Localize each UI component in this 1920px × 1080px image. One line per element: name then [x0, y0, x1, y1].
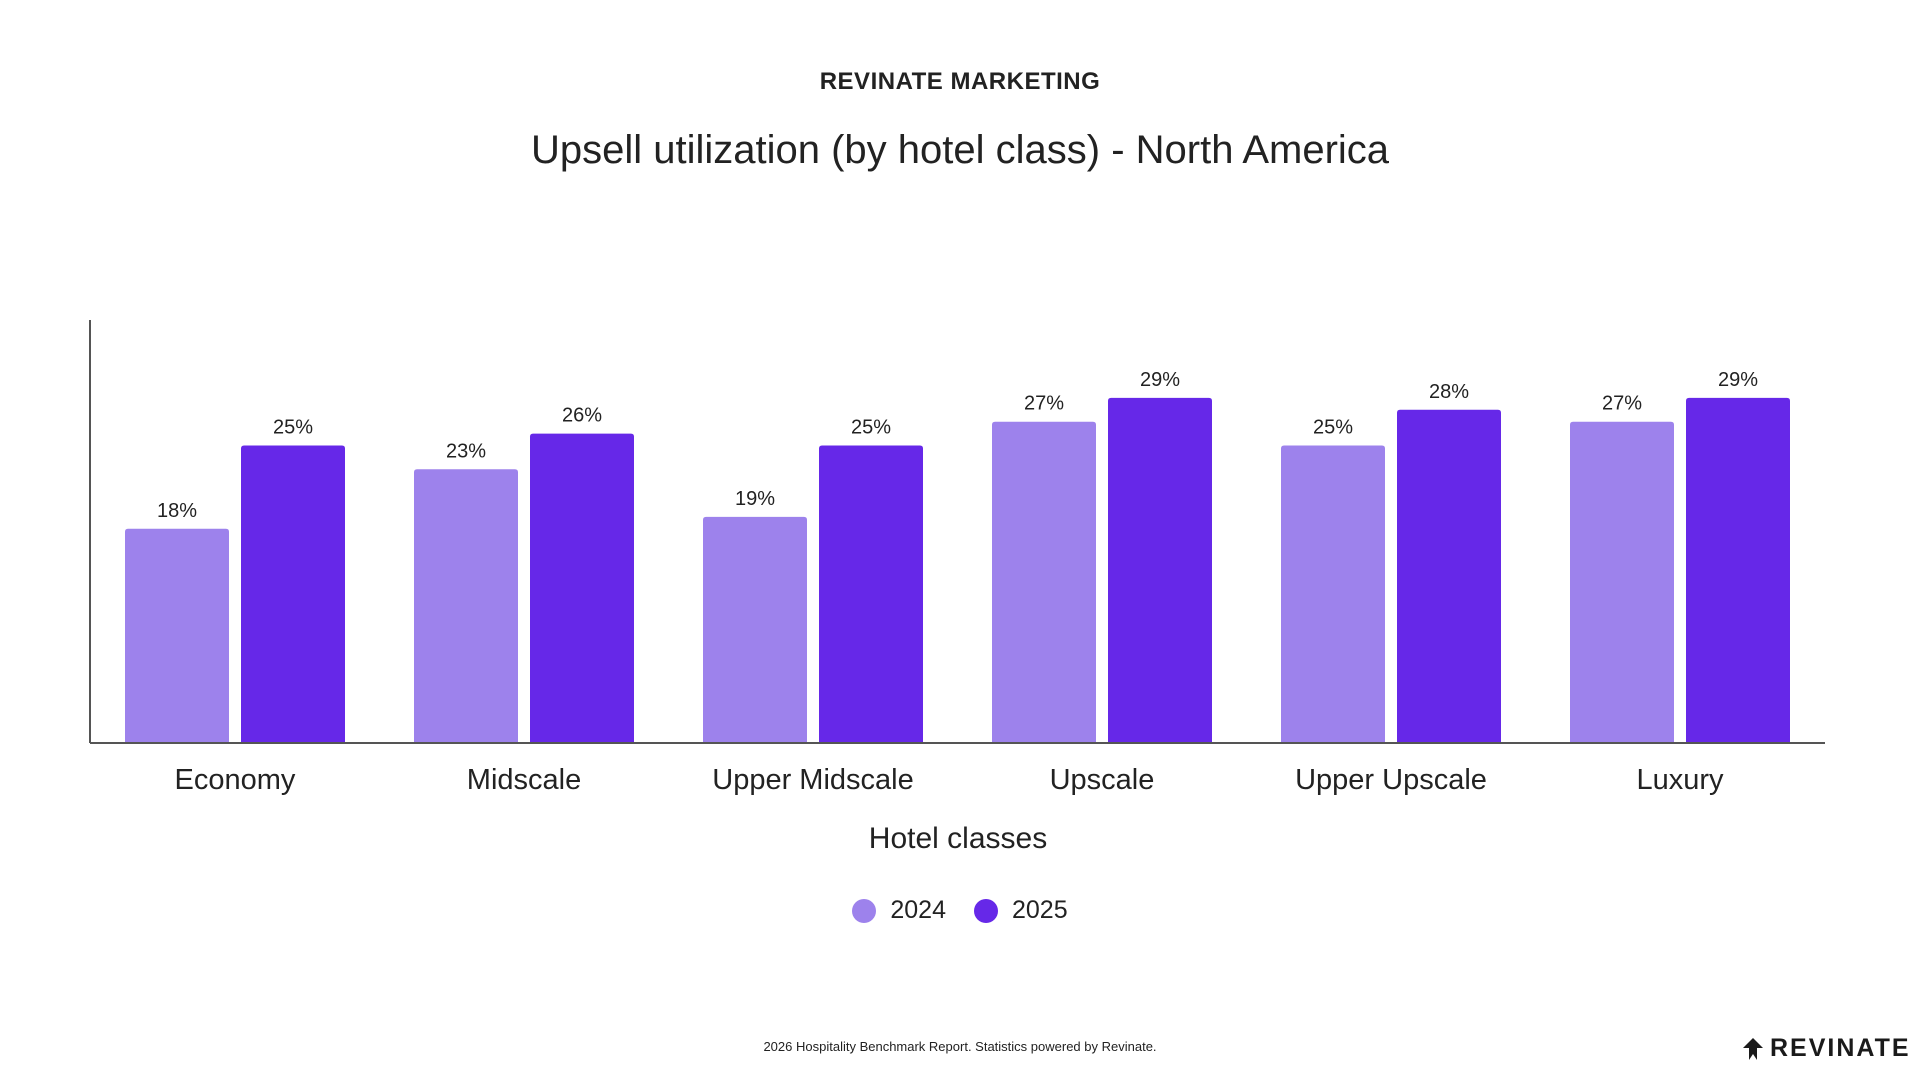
legend-swatch-2025: [974, 898, 998, 923]
bar-upper-midscale-2024[interactable]: [703, 516, 807, 743]
value-label-economy-2024: 18%: [157, 500, 197, 522]
legend: 2024 2025: [0, 896, 1920, 925]
bar-upscale-2024[interactable]: [992, 421, 1096, 743]
value-label-upscale-2024: 27%: [1024, 393, 1064, 415]
value-label-luxury-2024: 27%: [1602, 393, 1642, 415]
chart-title: Upsell utilization (by hotel class) - No…: [530, 128, 1390, 172]
bar-economy-2024[interactable]: [125, 528, 229, 743]
legend-label-2024: 2024: [890, 896, 946, 924]
value-labels-layer: 18% 25% 23% 26% 19% 25% 27% 29% 25% 28% 27% 29%: [157, 369, 1758, 522]
value-label-upper-upscale-2024: 25%: [1313, 417, 1353, 439]
revinate-logo[interactable]: REVINATE: [1742, 1034, 1911, 1063]
bar-upscale-2025[interactable]: [1108, 397, 1212, 743]
value-label-upper-midscale-2025: 25%: [851, 417, 891, 439]
bar-upper-upscale-2025[interactable]: [1397, 409, 1501, 743]
category-tick-upper-upscale: Upper Upscale: [1295, 764, 1487, 796]
footer-note: 2026 Hospitality Benchmark Report. Stati…: [763, 1039, 1157, 1054]
bars-layer: [125, 397, 1790, 744]
axes-layer: [89, 320, 1825, 744]
bar-upper-upscale-2024[interactable]: [1281, 445, 1385, 744]
category-tick-upper-midscale: Upper Midscale: [712, 764, 913, 796]
value-label-midscale-2025: 26%: [562, 405, 602, 427]
bar-upper-midscale-2025[interactable]: [819, 445, 923, 744]
value-label-luxury-2025: 29%: [1718, 369, 1758, 391]
value-label-midscale-2024: 23%: [446, 440, 486, 462]
x-axis-label: Hotel classes: [869, 822, 1047, 855]
bar-midscale-2025[interactable]: [530, 433, 634, 743]
revinate-logo-icon: [1743, 1037, 1763, 1060]
legend-label-2025: 2025: [1012, 896, 1068, 924]
value-label-upscale-2025: 29%: [1140, 369, 1180, 391]
bar-economy-2025[interactable]: [241, 445, 345, 744]
category-ticks-layer: Economy Midscale Upper Midscale Upscale Uppe…: [175, 764, 1724, 796]
category-tick-midscale: Midscale: [467, 764, 581, 796]
category-tick-upscale: Upscale: [1050, 764, 1155, 796]
legend-swatch-2024: [852, 898, 877, 923]
bar-luxury-2024[interactable]: [1570, 421, 1674, 743]
value-label-economy-2025: 25%: [273, 417, 313, 439]
value-label-upper-upscale-2025: 28%: [1429, 381, 1469, 403]
logo-text: REVINATE: [1770, 1034, 1911, 1062]
legend-item-2024[interactable]: 2024: [852, 896, 946, 925]
category-tick-economy: Economy: [175, 764, 296, 796]
value-label-upper-midscale-2024: 19%: [735, 488, 775, 510]
category-tick-luxury: Luxury: [1636, 764, 1724, 796]
eyebrow-label: REVINATE MARKETING: [819, 68, 1101, 95]
legend-item-2025[interactable]: 2025: [974, 896, 1068, 925]
bar-luxury-2025[interactable]: [1686, 397, 1790, 743]
bar-midscale-2024[interactable]: [414, 469, 518, 743]
